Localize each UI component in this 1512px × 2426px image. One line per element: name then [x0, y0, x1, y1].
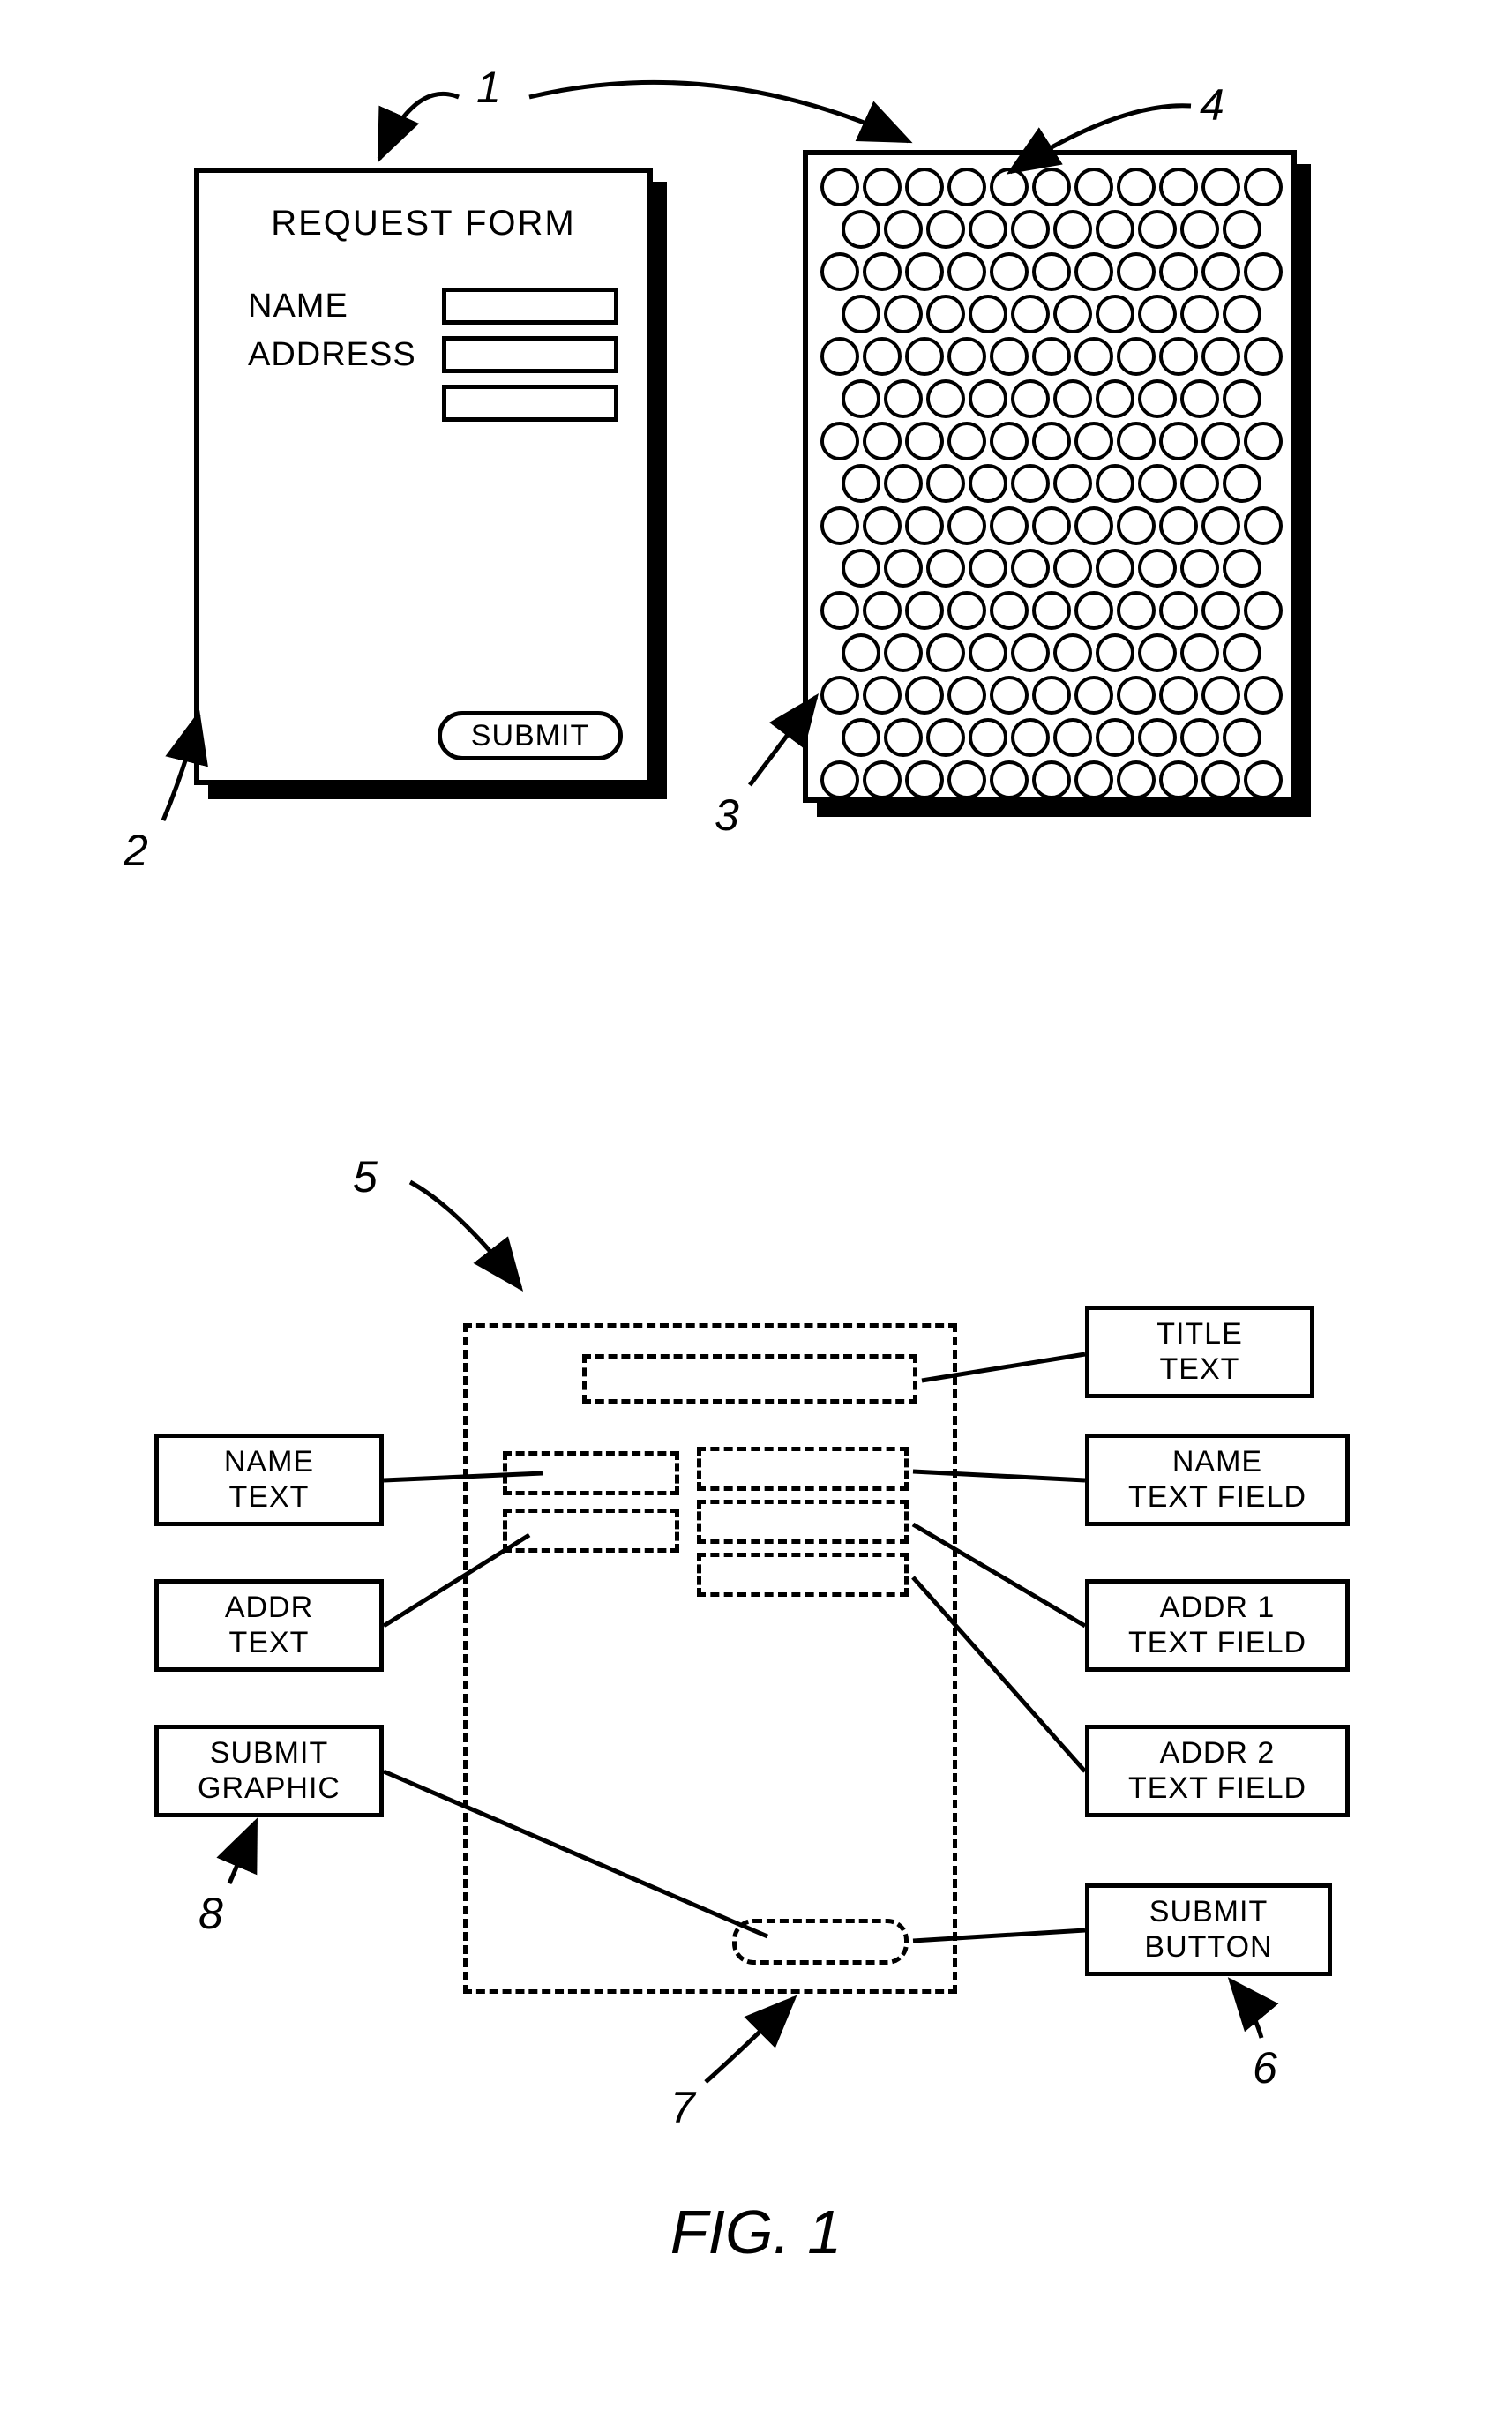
ref-5: 5 — [353, 1151, 378, 1202]
figure-caption: FIG. 1 — [0, 2197, 1512, 2267]
ref-7: 7 — [670, 2082, 695, 2133]
ref-8: 8 — [198, 1888, 223, 1939]
ref-6: 6 — [1253, 2042, 1277, 2093]
bottom-annotations — [0, 0, 1512, 2426]
